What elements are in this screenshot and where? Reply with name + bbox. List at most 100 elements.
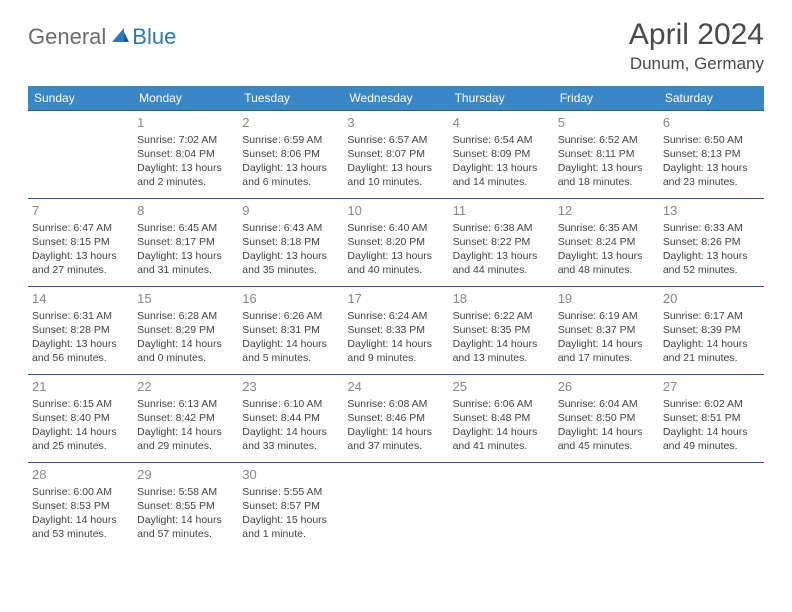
brand-logo: General Blue [28, 24, 176, 50]
daylight-line: Daylight: 13 hours and 44 minutes. [453, 249, 550, 277]
calendar-cell: 21Sunrise: 6:15 AMSunset: 8:40 PMDayligh… [28, 375, 133, 463]
title-block: April 2024 Dunum, Germany [629, 18, 764, 74]
calendar-cell: 3Sunrise: 6:57 AMSunset: 8:07 PMDaylight… [343, 111, 448, 199]
brand-part1: General [28, 24, 106, 50]
sunset-line: Sunset: 8:07 PM [347, 147, 444, 161]
calendar-cell: 12Sunrise: 6:35 AMSunset: 8:24 PMDayligh… [554, 199, 659, 287]
weekday-header: Sunday [28, 86, 133, 111]
daylight-line: Daylight: 14 hours and 45 minutes. [558, 425, 655, 453]
day-number: 17 [347, 290, 444, 308]
day-number: 30 [242, 466, 339, 484]
calendar-cell [28, 111, 133, 199]
sunrise-line: Sunrise: 6:13 AM [137, 397, 234, 411]
day-number: 4 [453, 114, 550, 132]
day-number: 13 [663, 202, 760, 220]
sunrise-line: Sunrise: 6:26 AM [242, 309, 339, 323]
daylight-line: Daylight: 14 hours and 57 minutes. [137, 513, 234, 541]
calendar-row: 28Sunrise: 6:00 AMSunset: 8:53 PMDayligh… [28, 463, 764, 551]
day-number: 6 [663, 114, 760, 132]
sunset-line: Sunset: 8:20 PM [347, 235, 444, 249]
sunset-line: Sunset: 8:29 PM [137, 323, 234, 337]
daylight-line: Daylight: 15 hours and 1 minute. [242, 513, 339, 541]
weekday-header: Friday [554, 86, 659, 111]
daylight-line: Daylight: 13 hours and 48 minutes. [558, 249, 655, 277]
sunrise-line: Sunrise: 6:57 AM [347, 133, 444, 147]
day-number: 29 [137, 466, 234, 484]
calendar-cell: 18Sunrise: 6:22 AMSunset: 8:35 PMDayligh… [449, 287, 554, 375]
day-number: 14 [32, 290, 129, 308]
day-number: 27 [663, 378, 760, 396]
calendar-row: 21Sunrise: 6:15 AMSunset: 8:40 PMDayligh… [28, 375, 764, 463]
sunset-line: Sunset: 8:31 PM [242, 323, 339, 337]
day-number: 18 [453, 290, 550, 308]
sunrise-line: Sunrise: 6:50 AM [663, 133, 760, 147]
weekday-header: Thursday [449, 86, 554, 111]
calendar-cell: 6Sunrise: 6:50 AMSunset: 8:13 PMDaylight… [659, 111, 764, 199]
sunset-line: Sunset: 8:33 PM [347, 323, 444, 337]
daylight-line: Daylight: 14 hours and 41 minutes. [453, 425, 550, 453]
daylight-line: Daylight: 14 hours and 9 minutes. [347, 337, 444, 365]
daylight-line: Daylight: 13 hours and 18 minutes. [558, 161, 655, 189]
calendar-cell: 5Sunrise: 6:52 AMSunset: 8:11 PMDaylight… [554, 111, 659, 199]
day-number: 15 [137, 290, 234, 308]
sunset-line: Sunset: 8:06 PM [242, 147, 339, 161]
calendar-row: 1Sunrise: 7:02 AMSunset: 8:04 PMDaylight… [28, 111, 764, 199]
day-number: 12 [558, 202, 655, 220]
day-number: 22 [137, 378, 234, 396]
calendar-cell [343, 463, 448, 551]
daylight-line: Daylight: 13 hours and 6 minutes. [242, 161, 339, 189]
brand-part2: Blue [132, 24, 176, 50]
sunrise-line: Sunrise: 6:08 AM [347, 397, 444, 411]
weekday-header-row: SundayMondayTuesdayWednesdayThursdayFrid… [28, 86, 764, 111]
daylight-line: Daylight: 14 hours and 0 minutes. [137, 337, 234, 365]
weekday-header: Monday [133, 86, 238, 111]
sunrise-line: Sunrise: 6:10 AM [242, 397, 339, 411]
calendar-cell: 23Sunrise: 6:10 AMSunset: 8:44 PMDayligh… [238, 375, 343, 463]
calendar-cell: 20Sunrise: 6:17 AMSunset: 8:39 PMDayligh… [659, 287, 764, 375]
sunrise-line: Sunrise: 6:43 AM [242, 221, 339, 235]
sunset-line: Sunset: 8:51 PM [663, 411, 760, 425]
daylight-line: Daylight: 13 hours and 40 minutes. [347, 249, 444, 277]
calendar-cell [659, 463, 764, 551]
sunset-line: Sunset: 8:57 PM [242, 499, 339, 513]
calendar-cell: 1Sunrise: 7:02 AMSunset: 8:04 PMDaylight… [133, 111, 238, 199]
daylight-line: Daylight: 13 hours and 10 minutes. [347, 161, 444, 189]
day-number: 8 [137, 202, 234, 220]
daylight-line: Daylight: 13 hours and 52 minutes. [663, 249, 760, 277]
sunset-line: Sunset: 8:28 PM [32, 323, 129, 337]
calendar-cell: 16Sunrise: 6:26 AMSunset: 8:31 PMDayligh… [238, 287, 343, 375]
sunrise-line: Sunrise: 6:02 AM [663, 397, 760, 411]
day-number: 23 [242, 378, 339, 396]
sunrise-line: Sunrise: 6:52 AM [558, 133, 655, 147]
sunrise-line: Sunrise: 6:33 AM [663, 221, 760, 235]
sunrise-line: Sunrise: 6:28 AM [137, 309, 234, 323]
calendar-cell: 24Sunrise: 6:08 AMSunset: 8:46 PMDayligh… [343, 375, 448, 463]
calendar-cell: 22Sunrise: 6:13 AMSunset: 8:42 PMDayligh… [133, 375, 238, 463]
daylight-line: Daylight: 14 hours and 13 minutes. [453, 337, 550, 365]
sunrise-line: Sunrise: 6:06 AM [453, 397, 550, 411]
sunrise-line: Sunrise: 6:54 AM [453, 133, 550, 147]
sunrise-line: Sunrise: 6:38 AM [453, 221, 550, 235]
daylight-line: Daylight: 14 hours and 33 minutes. [242, 425, 339, 453]
sunset-line: Sunset: 8:35 PM [453, 323, 550, 337]
daylight-line: Daylight: 14 hours and 21 minutes. [663, 337, 760, 365]
weekday-header: Wednesday [343, 86, 448, 111]
daylight-line: Daylight: 14 hours and 37 minutes. [347, 425, 444, 453]
sunset-line: Sunset: 8:15 PM [32, 235, 129, 249]
daylight-line: Daylight: 14 hours and 29 minutes. [137, 425, 234, 453]
calendar-cell: 28Sunrise: 6:00 AMSunset: 8:53 PMDayligh… [28, 463, 133, 551]
calendar-cell: 29Sunrise: 5:58 AMSunset: 8:55 PMDayligh… [133, 463, 238, 551]
sunrise-line: Sunrise: 6:22 AM [453, 309, 550, 323]
day-number: 19 [558, 290, 655, 308]
sunrise-line: Sunrise: 6:17 AM [663, 309, 760, 323]
daylight-line: Daylight: 13 hours and 35 minutes. [242, 249, 339, 277]
daylight-line: Daylight: 14 hours and 17 minutes. [558, 337, 655, 365]
day-number: 10 [347, 202, 444, 220]
sunrise-line: Sunrise: 6:45 AM [137, 221, 234, 235]
calendar-table: SundayMondayTuesdayWednesdayThursdayFrid… [28, 86, 764, 551]
sunset-line: Sunset: 8:46 PM [347, 411, 444, 425]
day-number: 28 [32, 466, 129, 484]
day-number: 3 [347, 114, 444, 132]
day-number: 7 [32, 202, 129, 220]
daylight-line: Daylight: 13 hours and 2 minutes. [137, 161, 234, 189]
